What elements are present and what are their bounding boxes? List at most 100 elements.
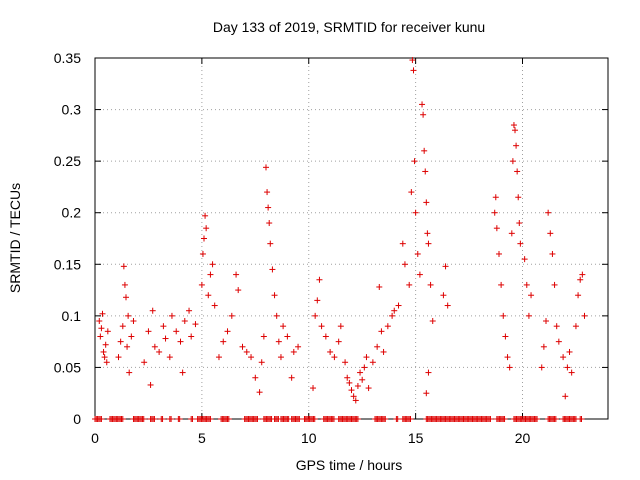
data-point: [408, 189, 415, 196]
data-point: [115, 354, 122, 361]
data-point: [243, 348, 250, 355]
data-point: [99, 310, 106, 317]
data-point: [562, 393, 569, 400]
data-point: [538, 364, 545, 371]
data-point: [352, 397, 359, 404]
data-point: [220, 338, 227, 345]
data-point: [359, 376, 366, 383]
data-point: [374, 343, 381, 350]
data-point: [117, 338, 124, 345]
data-points: [92, 57, 588, 422]
data-point: [504, 354, 511, 361]
x-axis-label: GPS time / hours: [296, 457, 403, 473]
data-point: [290, 348, 297, 355]
data-point: [416, 271, 423, 278]
data-point: [119, 416, 126, 422]
data-point: [549, 250, 556, 257]
data-point: [442, 263, 449, 270]
data-point: [258, 359, 265, 366]
data-point: [168, 416, 175, 422]
data-point: [498, 281, 505, 288]
data-point: [318, 323, 325, 330]
data-point: [207, 271, 214, 278]
grid: [95, 58, 608, 419]
data-point: [275, 338, 282, 345]
data-point: [96, 318, 103, 325]
data-point: [119, 323, 126, 330]
data-point: [156, 348, 163, 355]
data-point: [487, 416, 494, 422]
data-point: [120, 263, 127, 270]
data-point: [176, 416, 183, 422]
data-point: [331, 354, 338, 361]
data-point: [365, 385, 372, 392]
data-point: [192, 321, 199, 328]
data-point: [376, 283, 383, 290]
data-point: [363, 354, 370, 361]
data-point: [335, 338, 342, 345]
data-point: [514, 168, 521, 175]
data-point: [346, 379, 353, 386]
data-point: [348, 387, 355, 394]
data-point: [425, 369, 432, 376]
data-point: [103, 359, 110, 366]
data-point: [547, 230, 554, 237]
data-point: [98, 325, 105, 332]
data-point: [525, 312, 532, 319]
data-point: [382, 416, 389, 422]
data-point: [395, 302, 402, 309]
data-point: [188, 333, 195, 340]
data-point: [419, 101, 426, 108]
data-point: [256, 389, 263, 396]
data-point: [314, 297, 321, 304]
data-point: [181, 318, 188, 325]
data-point: [354, 382, 361, 389]
data-point: [202, 212, 209, 219]
data-point: [179, 369, 186, 376]
data-point: [425, 240, 432, 247]
data-point: [491, 209, 498, 216]
data-point: [277, 354, 284, 361]
data-point: [545, 209, 552, 216]
data-point: [553, 323, 560, 330]
data-point: [102, 341, 109, 348]
data-point: [423, 390, 430, 397]
data-point: [211, 302, 218, 309]
data-point: [543, 318, 550, 325]
data-point: [322, 333, 329, 340]
data-point: [271, 292, 278, 299]
data-point: [288, 374, 295, 381]
data-point: [199, 250, 206, 257]
axis-ticks: 0 0.05 0.1 0.15 0.2 0.25 0.3 0.35 0 5 10 15 20: [54, 50, 608, 446]
y-tick-label: 0.35: [54, 50, 81, 66]
data-point: [121, 281, 128, 288]
data-point: [252, 374, 259, 381]
data-point: [357, 369, 364, 376]
data-point: [391, 307, 398, 314]
data-point: [517, 240, 524, 247]
data-point: [125, 312, 132, 319]
data-point: [502, 333, 509, 340]
data-point: [147, 381, 154, 388]
data-point: [209, 261, 216, 268]
data-point: [389, 312, 396, 319]
data-point: [572, 323, 579, 330]
data-point: [269, 266, 276, 273]
data-point: [296, 416, 303, 422]
data-point: [162, 335, 169, 342]
data-point: [495, 250, 502, 257]
data-point: [566, 348, 573, 355]
data-point: [440, 292, 447, 299]
data-point: [350, 393, 357, 400]
data-point: [380, 348, 387, 355]
data-point: [233, 271, 240, 278]
y-tick-label: 0.15: [54, 256, 81, 272]
data-point: [186, 307, 193, 314]
y-tick-label: 0: [73, 411, 81, 427]
x-tick-label: 20: [515, 430, 531, 446]
data-point: [140, 416, 147, 422]
data-point: [509, 158, 516, 165]
data-point: [122, 294, 129, 301]
data-point: [265, 204, 272, 211]
data-point: [316, 276, 323, 283]
